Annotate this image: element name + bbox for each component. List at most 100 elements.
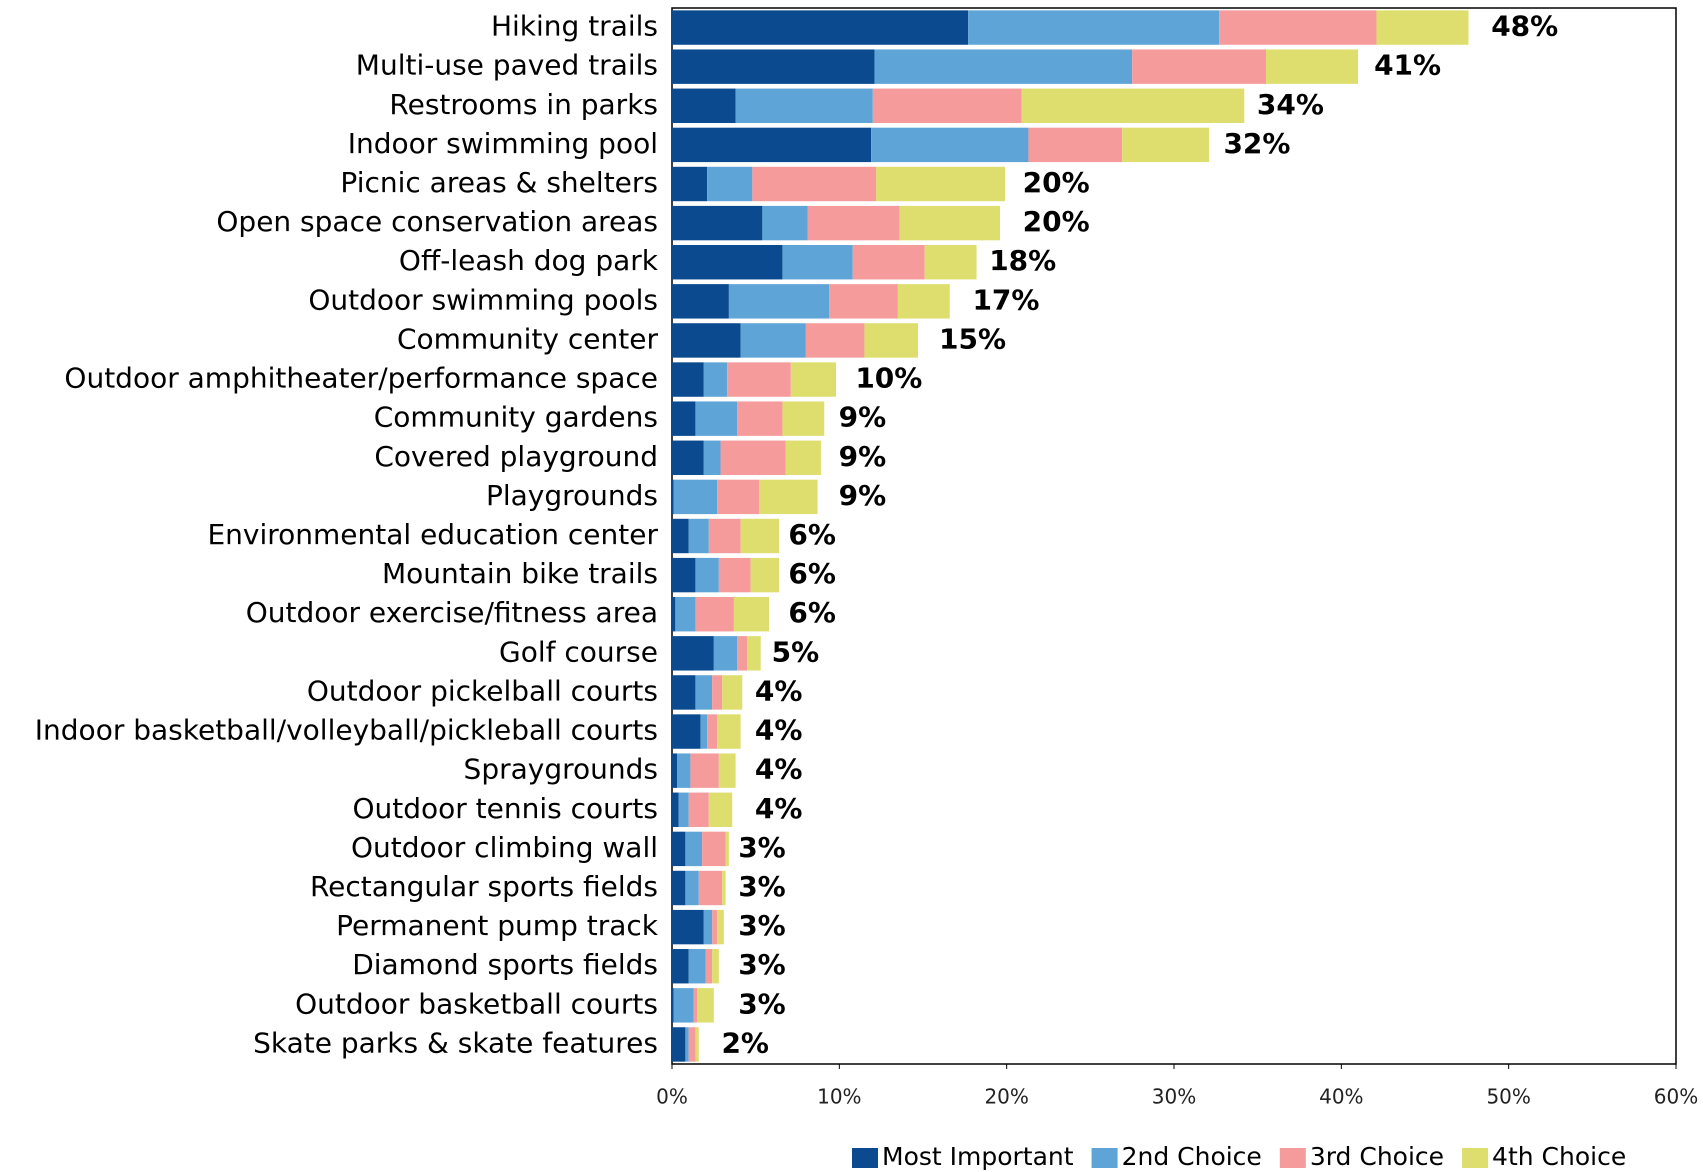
total-label: 9% [839, 401, 887, 434]
bar-segment [672, 1027, 686, 1062]
bar-segment [672, 714, 701, 749]
bar-segment [672, 557, 696, 593]
category-label: Rectangular sports fields [310, 870, 658, 903]
bar-segment [759, 479, 818, 515]
bar-segment [1219, 10, 1377, 45]
bar-segment [712, 675, 723, 710]
bar-segment [688, 949, 706, 984]
total-label: 3% [738, 987, 786, 1020]
category-label: Indoor swimming pool [348, 127, 658, 160]
bar-segment [737, 636, 748, 671]
total-label: 6% [788, 557, 836, 590]
category-label: Outdoor amphitheater/performance space [64, 362, 658, 395]
bar-segment [675, 597, 696, 632]
bar-segment [733, 597, 770, 632]
bar-segment [899, 205, 1000, 241]
total-label: 4% [755, 714, 803, 747]
total-label: 3% [738, 948, 786, 981]
bar-segment [735, 88, 873, 123]
bar-segment [707, 166, 753, 202]
bar-segment [693, 988, 698, 1023]
category-label: Diamond sports fields [352, 948, 658, 981]
bar-segment [876, 166, 1005, 202]
legend-swatch [852, 1148, 878, 1168]
category-label: Outdoor pickelball courts [307, 674, 658, 707]
legend-label: 3rd Choice [1310, 1142, 1444, 1171]
bar-segment [712, 909, 718, 945]
bar-segment [924, 245, 977, 280]
legend-swatch [1279, 1148, 1306, 1168]
legend-swatch [1462, 1148, 1489, 1168]
x-tick-label: 40% [1319, 1085, 1363, 1109]
total-label: 4% [755, 753, 803, 786]
bar-segment [829, 284, 898, 319]
category-label: Indoor basketball/volleyball/pickleball … [35, 714, 658, 747]
bar-segment [874, 49, 1133, 84]
bar-segment [672, 166, 708, 202]
bar-segment [672, 792, 679, 827]
bar-segment [677, 753, 691, 788]
bar-segment [672, 401, 696, 436]
bar-segment [672, 870, 686, 906]
total-label: 5% [772, 635, 820, 668]
bar-segment [672, 988, 674, 1023]
bar-segment [688, 518, 709, 554]
category-label: Mountain bike trails [382, 557, 658, 590]
bar-segment [712, 949, 719, 984]
x-tick-label: 30% [1152, 1085, 1196, 1109]
bar-segment [688, 1027, 696, 1062]
bar-segment [722, 870, 726, 906]
category-label: Community gardens [374, 401, 658, 434]
bar-segment [782, 401, 825, 436]
total-label: 10% [855, 362, 922, 395]
total-label: 2% [721, 1026, 769, 1059]
bar-segment [807, 205, 900, 241]
bar-segment [672, 362, 704, 397]
category-label: Off-leash dog park [399, 244, 659, 277]
total-label: 3% [738, 870, 786, 903]
bar-segment [672, 10, 969, 45]
category-label: Open space conservation areas [216, 205, 658, 238]
bar-segment [713, 636, 738, 671]
category-label: Skate parks & skate features [253, 1026, 658, 1059]
bar-segment [872, 88, 1022, 123]
bar-segment [718, 753, 736, 788]
bar-segment [897, 284, 950, 319]
bar-segment [672, 675, 696, 710]
bar-segment [695, 557, 719, 593]
bar-segment [685, 831, 703, 867]
category-label: Outdoor exercise/fitness area [246, 596, 658, 629]
bar-segment [672, 753, 678, 788]
total-label: 3% [738, 831, 786, 864]
category-label: Covered playground [374, 440, 658, 473]
bar-segment [717, 479, 760, 515]
bar-segment [702, 831, 726, 867]
total-label: 3% [738, 909, 786, 942]
total-label: 20% [1023, 205, 1090, 238]
bar-segment [762, 205, 808, 241]
bar-segment [672, 49, 875, 84]
bar-segment [740, 323, 806, 358]
bar-segment [678, 792, 689, 827]
total-label: 18% [989, 244, 1056, 277]
bar-segment [695, 401, 738, 436]
bar-segment [708, 792, 733, 827]
legend-label: 2nd Choice [1122, 1142, 1262, 1171]
bar-segment [672, 205, 763, 241]
bar-segment [790, 362, 836, 397]
category-label: Picnic areas & shelters [340, 166, 658, 199]
legend-swatch [1091, 1148, 1118, 1168]
bar-segment [852, 245, 925, 280]
bar-segment [785, 440, 821, 475]
bar-segment [672, 284, 729, 319]
bar-segment [1132, 49, 1267, 84]
x-tick-label: 50% [1486, 1085, 1530, 1109]
category-label: Multi-use paved trails [356, 49, 658, 82]
bar-segment [717, 909, 724, 945]
total-label: 6% [788, 518, 836, 551]
bar-segment [864, 323, 918, 358]
total-label: 48% [1491, 10, 1558, 43]
bar-segment [968, 10, 1220, 45]
bar-segment [720, 440, 786, 475]
